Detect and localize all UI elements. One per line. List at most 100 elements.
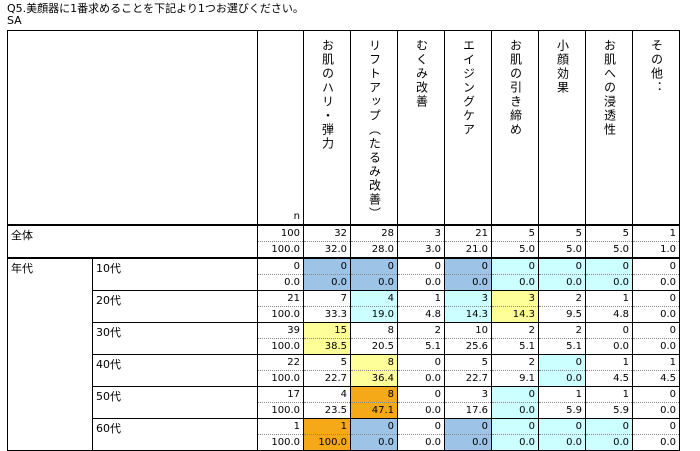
cell-pct: 0.0 <box>633 274 679 290</box>
data-cell: 3 14.3 <box>444 290 492 323</box>
data-cell: 0 0.0 <box>397 354 445 387</box>
table-row: 年代 10代 0 0.0 0 0.0 0 0.0 0 0.0 0 0.0 0 0.0 0 0.0 0 0.0 0 0.… <box>7 257 680 451</box>
total-cell: 3 3.0 <box>397 224 445 259</box>
cell-pct: 0.0 <box>445 274 491 290</box>
cell-pct: 28.0 <box>351 241 397 257</box>
data-cell: 0 0.0 <box>585 257 633 291</box>
cell-pct: 22.7 <box>445 370 491 386</box>
n-header: n <box>257 30 304 226</box>
cell-count: 0 <box>575 357 582 368</box>
cell-pct: 21.0 <box>445 241 491 257</box>
cell-pct: 0.0 <box>586 434 632 450</box>
row-label: 10代 <box>92 257 258 291</box>
data-cell: 15 38.5 <box>303 322 351 355</box>
cell-pct: 33.3 <box>304 306 350 322</box>
cell-count: 0 <box>669 325 676 336</box>
cell-count: 5 <box>481 357 488 368</box>
row-n: 22 <box>287 357 300 368</box>
row-label: 60代 <box>92 418 258 451</box>
column-header: お肌の引き締め <box>491 30 539 226</box>
cell-pct: 5.0 <box>539 241 585 257</box>
cell-count: 5 <box>622 228 629 239</box>
total-n-cell: 100 100.0 <box>257 224 304 259</box>
cell-pct: 5.1 <box>539 338 585 354</box>
cell-count: 3 <box>481 389 488 400</box>
cell-count: 1 <box>622 357 629 368</box>
answer-type: SA <box>7 14 22 27</box>
cell-count: 10 <box>475 325 488 336</box>
cell-pct: 9.5 <box>539 306 585 322</box>
row-pct: 100.0 <box>258 402 303 418</box>
row-pct: 100.0 <box>258 306 303 322</box>
row-pct: 100.0 <box>258 338 303 354</box>
total-n: 100 <box>280 228 300 239</box>
column-header: リフトアップ（たるみ改善） <box>350 30 398 226</box>
data-cell: 1 4.5 <box>585 354 633 387</box>
cell-count: 21 <box>475 228 488 239</box>
total-row: 全体 100 100.0 32 32.0 28 28.0 3 3.0 21 21.0 5 5.0 5… <box>7 224 680 259</box>
cell-pct: 5.9 <box>539 402 585 418</box>
cell-count: 2 <box>575 293 582 304</box>
data-cell: 1 4.8 <box>397 290 445 323</box>
row-n: 17 <box>287 389 300 400</box>
data-cell: 4 23.5 <box>303 386 351 419</box>
data-cell: 1 100.0 <box>303 418 351 451</box>
cell-count: 0 <box>434 421 441 432</box>
cell-pct: 4.8 <box>398 306 444 322</box>
cell-pct: 0.0 <box>539 370 585 386</box>
cell-count: 28 <box>381 228 394 239</box>
data-cell: 5 22.7 <box>303 354 351 387</box>
cell-count: 8 <box>387 357 394 368</box>
header-blank <box>7 30 258 226</box>
data-cell: 0 0.0 <box>585 322 633 355</box>
data-cell: 0 0.0 <box>538 257 586 291</box>
cell-pct: 100.0 <box>304 434 350 450</box>
cell-count: 0 <box>575 421 582 432</box>
data-cell: 7 33.3 <box>303 290 351 323</box>
total-cell: 21 21.0 <box>444 224 492 259</box>
cell-count: 2 <box>575 325 582 336</box>
data-cell: 2 9.1 <box>491 354 539 387</box>
column-header: エイジングケア <box>444 30 492 226</box>
data-cell: 0 0.0 <box>632 257 680 291</box>
column-header: 小顔効果 <box>538 30 586 226</box>
data-cell: 0 0.0 <box>397 257 445 291</box>
cell-count: 1 <box>622 389 629 400</box>
data-cell: 0 0.0 <box>632 322 680 355</box>
row-n-cell: 21 100.0 <box>257 290 304 323</box>
cell-pct: 14.3 <box>445 306 491 322</box>
cell-count: 0 <box>669 293 676 304</box>
data-cell: 2 9.5 <box>538 290 586 323</box>
row-pct: 100.0 <box>258 434 303 450</box>
cell-count: 4 <box>387 293 394 304</box>
cell-pct: 47.1 <box>351 402 397 418</box>
cell-pct: 23.5 <box>304 402 350 418</box>
cell-pct: 25.6 <box>445 338 491 354</box>
data-cell: 0 0.0 <box>397 418 445 451</box>
cell-pct: 5.1 <box>398 338 444 354</box>
row-label: 50代 <box>92 386 258 419</box>
data-cell: 0 0.0 <box>303 257 351 291</box>
cell-count: 0 <box>669 421 676 432</box>
data-cell: 1 5.9 <box>585 386 633 419</box>
cell-pct: 0.0 <box>633 338 679 354</box>
cell-count: 2 <box>434 325 441 336</box>
crosstab-table: n お肌のハリ・弾力 リフトアップ（たるみ改善） むくみ改善 エイジングケア お… <box>7 30 680 451</box>
cell-count: 0 <box>387 421 394 432</box>
row-n: 39 <box>287 325 300 336</box>
cell-pct: 0.0 <box>633 402 679 418</box>
data-cell: 8 36.4 <box>350 354 398 387</box>
cell-pct: 22.7 <box>304 370 350 386</box>
data-cell: 2 5.1 <box>397 322 445 355</box>
data-cell: 0 0.0 <box>632 418 680 451</box>
total-cell: 28 28.0 <box>350 224 398 259</box>
row-label: 40代 <box>92 354 258 387</box>
cell-pct: 4.5 <box>633 370 679 386</box>
row-n-cell: 17 100.0 <box>257 386 304 419</box>
cell-count: 5 <box>528 228 535 239</box>
cell-count: 0 <box>434 389 441 400</box>
row-n: 21 <box>287 293 300 304</box>
cell-count: 5 <box>575 228 582 239</box>
data-cell: 5 22.7 <box>444 354 492 387</box>
data-cell: 0 0.0 <box>491 418 539 451</box>
